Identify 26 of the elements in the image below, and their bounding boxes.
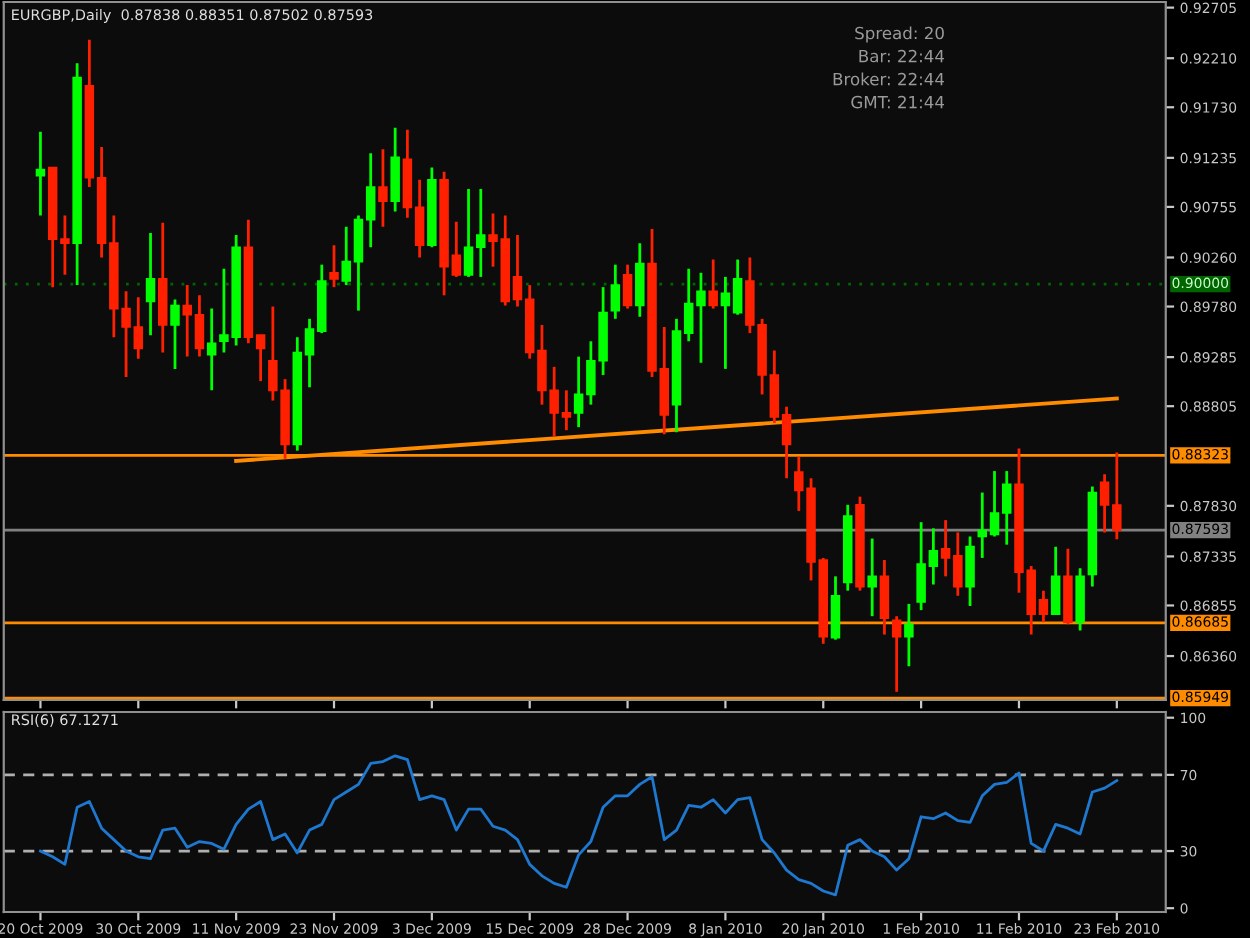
candlestick bbox=[610, 263, 621, 321]
candlestick bbox=[867, 537, 877, 618]
candlestick bbox=[329, 243, 339, 289]
candlestick bbox=[158, 221, 168, 354]
candlestick bbox=[965, 535, 975, 608]
line-series bbox=[39, 754, 1119, 897]
candlestick bbox=[1063, 547, 1073, 626]
candlestick bbox=[145, 231, 156, 337]
candlestick bbox=[879, 558, 890, 636]
annotation: Bar: 22:44 bbox=[859, 49, 945, 63]
annotation: Broker: 22:44 bbox=[833, 72, 945, 86]
candlestick bbox=[35, 130, 46, 217]
candlestick bbox=[378, 147, 388, 229]
candlestick bbox=[206, 307, 217, 392]
candlestick bbox=[170, 298, 180, 371]
candlestick bbox=[390, 126, 400, 213]
candlestick bbox=[635, 241, 645, 319]
candlestick bbox=[622, 263, 633, 310]
candlestick bbox=[830, 574, 841, 642]
candlestick bbox=[1050, 545, 1061, 616]
candlestick bbox=[1075, 566, 1085, 632]
annotation: Spread: 20 bbox=[855, 26, 944, 43]
annotation: GMT: 21:44 bbox=[851, 95, 945, 109]
candlestick bbox=[891, 614, 902, 694]
candlestick bbox=[708, 258, 718, 310]
candlestick bbox=[904, 602, 914, 668]
